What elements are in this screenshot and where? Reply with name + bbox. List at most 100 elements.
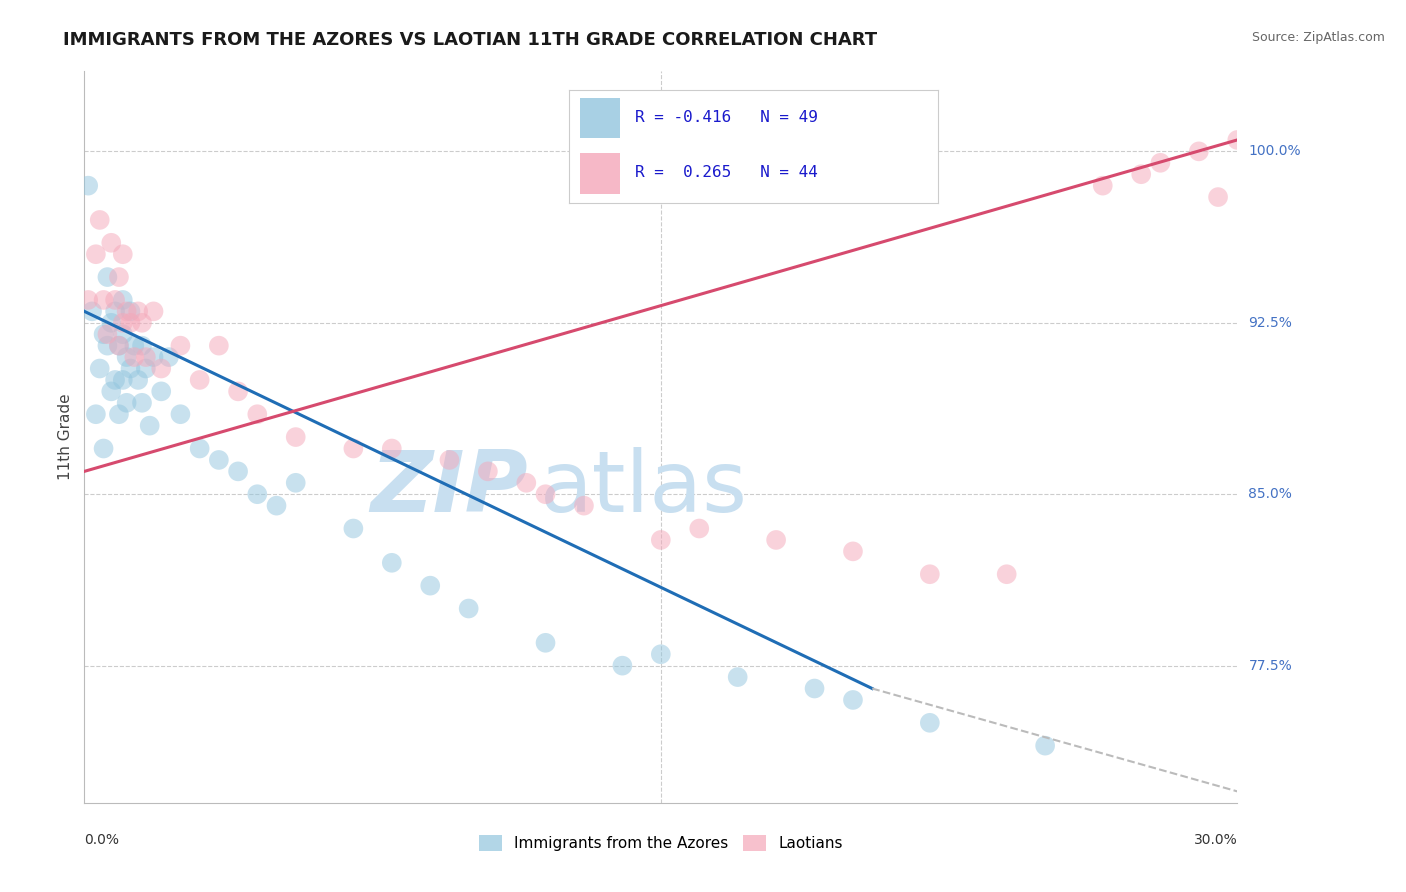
Point: [89, 213, 111, 227]
Point: [457, 601, 479, 615]
Point: [1149, 156, 1171, 170]
Point: [111, 373, 134, 387]
Point: [131, 316, 153, 330]
Point: [534, 636, 557, 650]
Point: [124, 350, 146, 364]
Point: [84, 407, 107, 421]
Point: [1188, 145, 1211, 159]
Point: [96, 327, 118, 342]
Point: [284, 430, 307, 444]
Point: [572, 499, 595, 513]
Point: [77, 178, 100, 193]
Point: [96, 338, 118, 352]
Text: IMMIGRANTS FROM THE AZORES VS LAOTIAN 11TH GRADE CORRELATION CHART: IMMIGRANTS FROM THE AZORES VS LAOTIAN 11…: [63, 31, 877, 49]
Point: [1206, 190, 1229, 204]
Point: [188, 442, 211, 456]
Text: 0.0%: 0.0%: [84, 833, 120, 847]
Point: [120, 361, 142, 376]
Point: [534, 487, 557, 501]
Y-axis label: 11th Grade: 11th Grade: [58, 393, 73, 481]
Point: [342, 521, 364, 535]
Point: [115, 396, 138, 410]
Point: [108, 270, 131, 285]
Point: [208, 453, 231, 467]
Text: 85.0%: 85.0%: [1249, 487, 1292, 501]
Point: [226, 464, 249, 478]
Point: [803, 681, 825, 696]
Point: [120, 316, 142, 330]
Point: [208, 338, 231, 352]
Point: [842, 693, 865, 707]
Point: [104, 373, 127, 387]
Point: [995, 567, 1018, 582]
Point: [135, 361, 157, 376]
Point: [918, 567, 941, 582]
Point: [124, 338, 146, 352]
Point: [115, 304, 138, 318]
Point: [104, 304, 127, 318]
Text: 77.5%: 77.5%: [1249, 658, 1292, 673]
Point: [842, 544, 865, 558]
Point: [100, 384, 122, 399]
Point: [138, 418, 160, 433]
Point: [246, 487, 269, 501]
Point: [127, 373, 149, 387]
Point: [1226, 133, 1249, 147]
Point: [150, 384, 173, 399]
Point: [131, 338, 153, 352]
Point: [650, 647, 672, 661]
Point: [104, 293, 127, 307]
Point: [93, 442, 115, 456]
Point: [169, 407, 191, 421]
Legend: Immigrants from the Azores, Laotians: Immigrants from the Azores, Laotians: [472, 830, 849, 857]
Point: [515, 475, 537, 490]
Point: [142, 350, 165, 364]
Point: [89, 361, 111, 376]
Point: [111, 293, 134, 307]
Point: [419, 579, 441, 593]
Point: [157, 350, 180, 364]
Point: [84, 247, 107, 261]
Point: [80, 304, 103, 318]
Point: [1130, 167, 1153, 181]
Point: [115, 350, 138, 364]
Point: [226, 384, 249, 399]
Point: [100, 235, 122, 250]
Point: [727, 670, 749, 684]
Point: [93, 293, 115, 307]
Text: 30.0%: 30.0%: [1194, 833, 1237, 847]
Point: [111, 247, 134, 261]
Point: [477, 464, 499, 478]
Point: [169, 338, 191, 352]
Text: Source: ZipAtlas.com: Source: ZipAtlas.com: [1251, 31, 1385, 45]
Point: [612, 658, 634, 673]
Point: [111, 327, 134, 342]
Point: [688, 521, 710, 535]
Point: [108, 338, 131, 352]
Point: [131, 396, 153, 410]
Point: [111, 316, 134, 330]
Point: [77, 293, 100, 307]
Text: ZIP: ZIP: [371, 447, 529, 530]
Point: [108, 407, 131, 421]
Point: [342, 442, 364, 456]
Point: [439, 453, 461, 467]
Point: [266, 499, 288, 513]
Text: 92.5%: 92.5%: [1249, 316, 1292, 330]
Point: [918, 715, 941, 730]
Point: [765, 533, 787, 547]
Point: [1033, 739, 1056, 753]
Text: 100.0%: 100.0%: [1249, 145, 1301, 159]
Point: [150, 361, 173, 376]
Point: [96, 270, 118, 285]
Point: [381, 556, 404, 570]
Point: [120, 304, 142, 318]
Point: [246, 407, 269, 421]
Point: [108, 338, 131, 352]
Point: [100, 316, 122, 330]
Text: atlas: atlas: [540, 447, 748, 530]
Point: [142, 304, 165, 318]
Point: [127, 304, 149, 318]
Point: [381, 442, 404, 456]
Point: [284, 475, 307, 490]
